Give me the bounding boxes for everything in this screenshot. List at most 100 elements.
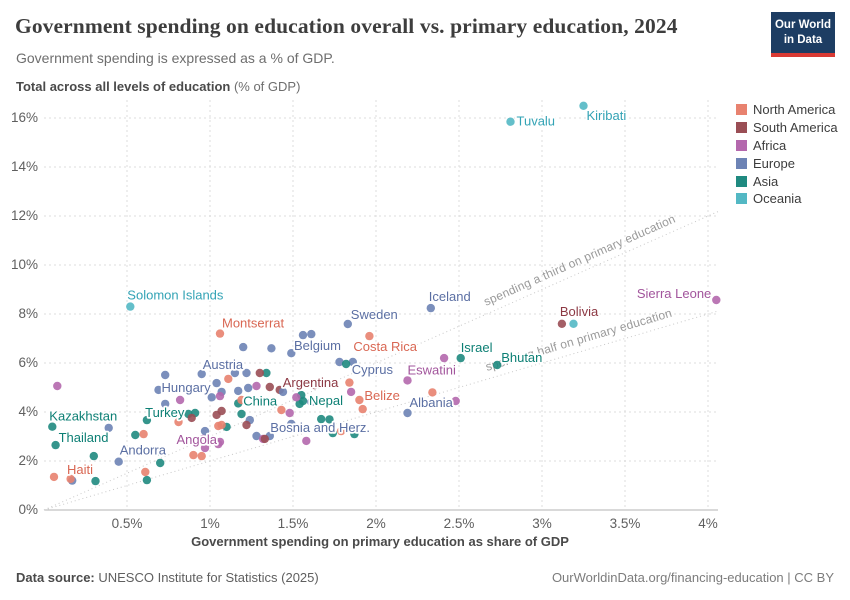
owid-logo[interactable]: Our World in Data <box>771 12 835 57</box>
data-point[interactable] <box>89 451 99 461</box>
data-point-haiti[interactable] <box>49 472 59 482</box>
data-point[interactable] <box>307 329 316 339</box>
data-point[interactable] <box>260 434 269 444</box>
data-point-costa-rica[interactable] <box>365 331 374 341</box>
data-point[interactable] <box>262 368 271 378</box>
data-point[interactable] <box>317 414 326 424</box>
legend-item-south-america[interactable]: South America <box>736 119 838 137</box>
data-point[interactable] <box>197 451 206 461</box>
data-point[interactable] <box>252 381 261 391</box>
data-point[interactable] <box>91 476 100 486</box>
data-point[interactable] <box>139 429 148 439</box>
data-point[interactable] <box>428 388 437 397</box>
legend-item-africa[interactable]: Africa <box>736 137 838 155</box>
data-point[interactable] <box>104 423 113 433</box>
data-point[interactable] <box>302 436 311 446</box>
data-point[interactable] <box>200 426 210 436</box>
data-point[interactable] <box>310 380 319 390</box>
data-point[interactable] <box>187 413 196 423</box>
data-point-bolivia[interactable] <box>557 319 567 328</box>
data-point[interactable] <box>156 458 165 468</box>
data-point-kiribati[interactable] <box>579 101 588 111</box>
data-point-sweden[interactable] <box>343 319 352 329</box>
data-point-bhutan[interactable] <box>493 360 502 370</box>
data-point[interactable] <box>217 420 226 430</box>
data-point[interactable] <box>207 393 216 402</box>
data-point[interactable] <box>451 396 460 406</box>
data-point[interactable] <box>295 399 304 409</box>
data-point[interactable] <box>237 409 246 419</box>
data-point[interactable] <box>161 370 170 380</box>
data-point-israel[interactable] <box>456 353 465 363</box>
data-point-belgium[interactable] <box>298 330 308 340</box>
data-point[interactable] <box>252 431 261 441</box>
data-point[interactable] <box>217 406 226 416</box>
data-point[interactable] <box>175 395 185 405</box>
data-point-thailand[interactable] <box>51 440 60 450</box>
data-point[interactable] <box>345 378 354 387</box>
data-point-montserrat[interactable] <box>215 329 225 338</box>
data-point[interactable] <box>267 344 276 353</box>
data-point[interactable] <box>439 353 449 363</box>
data-point[interactable] <box>335 357 344 367</box>
data-point[interactable] <box>244 383 253 393</box>
data-point[interactable] <box>200 443 210 453</box>
data-point[interactable] <box>53 381 62 391</box>
data-point[interactable] <box>325 415 334 424</box>
data-point[interactable] <box>307 397 316 407</box>
data-point-sierra-leone[interactable] <box>712 295 721 305</box>
data-point[interactable] <box>174 417 183 427</box>
data-point[interactable] <box>358 404 367 414</box>
data-point[interactable] <box>234 386 243 396</box>
data-point[interactable] <box>341 359 351 369</box>
data-point[interactable] <box>239 342 248 352</box>
data-point[interactable] <box>346 387 356 397</box>
data-point[interactable] <box>328 428 337 438</box>
data-point[interactable] <box>142 415 152 425</box>
data-point[interactable] <box>278 387 288 397</box>
data-point[interactable] <box>161 399 170 409</box>
data-point[interactable] <box>141 467 150 477</box>
data-point[interactable] <box>230 368 240 378</box>
data-point[interactable] <box>215 391 225 401</box>
data-point[interactable] <box>214 439 223 449</box>
legend-item-asia[interactable]: Asia <box>736 172 838 190</box>
data-point-tuvalu[interactable] <box>506 117 515 126</box>
country-label: China <box>243 393 278 408</box>
data-point[interactable] <box>199 434 208 444</box>
data-point-belize[interactable] <box>355 395 364 405</box>
data-point-kazakhstan[interactable] <box>48 422 57 431</box>
data-point-hungary[interactable] <box>154 385 163 395</box>
data-point[interactable] <box>350 429 359 439</box>
data-point[interactable] <box>224 374 233 384</box>
data-point[interactable] <box>131 430 140 440</box>
data-point[interactable] <box>212 378 221 388</box>
data-point[interactable] <box>242 368 251 378</box>
data-point[interactable] <box>66 474 75 484</box>
data-point[interactable] <box>277 405 286 415</box>
data-point-solomon-islands[interactable] <box>126 302 135 311</box>
data-point[interactable] <box>255 368 264 378</box>
data-point[interactable] <box>154 447 163 456</box>
data-point[interactable] <box>287 349 296 358</box>
data-point[interactable] <box>336 426 346 436</box>
data-point-iceland[interactable] <box>426 303 435 313</box>
data-point[interactable] <box>285 408 294 418</box>
data-point-austria[interactable] <box>197 369 206 379</box>
data-point[interactable] <box>292 393 301 402</box>
data-point-bosnia-and-herz-[interactable] <box>287 419 296 429</box>
legend-item-europe[interactable]: Europe <box>736 154 838 172</box>
legend-item-north-america[interactable]: North America <box>736 101 838 119</box>
data-point[interactable] <box>265 382 274 392</box>
data-point-andorra[interactable] <box>114 457 123 466</box>
data-point[interactable] <box>189 450 198 460</box>
data-point[interactable] <box>569 319 578 328</box>
data-point[interactable] <box>242 420 251 430</box>
credit-link[interactable]: OurWorldinData.org/financing-education |… <box>551 570 834 585</box>
data-point[interactable] <box>237 395 246 405</box>
data-point-albania[interactable] <box>403 408 412 418</box>
data-point-cyprus[interactable] <box>348 357 357 367</box>
data-point-eswatini[interactable] <box>403 376 412 385</box>
legend-item-oceania[interactable]: Oceania <box>736 190 838 208</box>
data-point[interactable] <box>142 475 152 485</box>
